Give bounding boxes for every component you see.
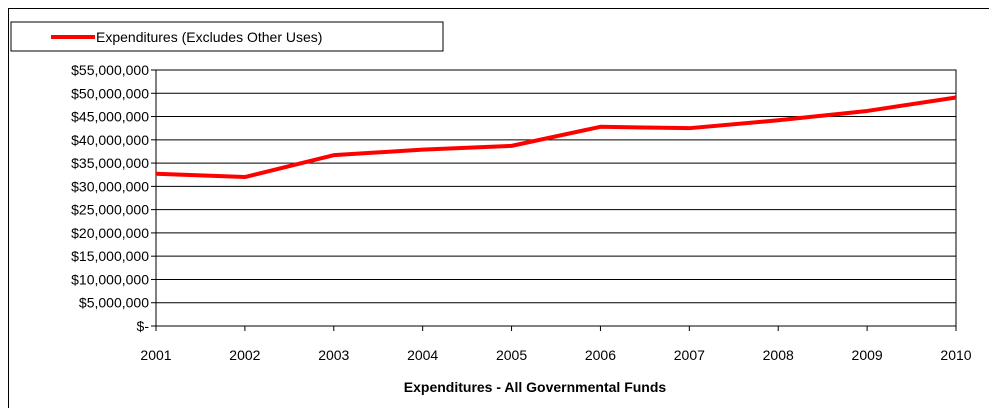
y-tick-label: $- [137, 318, 150, 334]
x-tick-label: 2002 [229, 347, 260, 363]
series-group [156, 97, 956, 177]
y-tick-label: $20,000,000 [71, 225, 149, 241]
y-tick-label: $25,000,000 [71, 202, 149, 218]
x-tick-label: 2005 [496, 347, 527, 363]
x-axis: 2001 2002 2003 2004 2005 2006 2007 2008 2009 2010 [140, 326, 971, 363]
x-tick-label: 2007 [674, 347, 705, 363]
x-axis-title: Expenditures - All Governmental Funds [404, 379, 667, 395]
y-tick-label: $50,000,000 [71, 85, 149, 101]
x-tick-label: 2009 [852, 347, 883, 363]
plot-area [156, 70, 956, 326]
y-tick-label: $55,000,000 [71, 62, 149, 78]
y-axis: $- $5,000,000 $10,000,000 $15,000,000 $20,00… [71, 62, 156, 334]
y-tick-label: $40,000,000 [71, 132, 149, 148]
x-tick-label: 2006 [585, 347, 616, 363]
y-tick-label: $35,000,000 [71, 155, 149, 171]
y-tick-label: $30,000,000 [71, 178, 149, 194]
y-tick-label: $45,000,000 [71, 109, 149, 125]
x-tick-label: 2003 [318, 347, 349, 363]
x-tick-label: 2010 [940, 347, 971, 363]
x-tick-label: 2004 [407, 347, 438, 363]
gridlines [156, 93, 956, 302]
y-tick-label: $5,000,000 [79, 295, 149, 311]
series-line [156, 97, 956, 177]
y-tick-label: $15,000,000 [71, 248, 149, 264]
y-tick-label: $10,000,000 [71, 271, 149, 287]
legend-label: Expenditures (Excludes Other Uses) [96, 29, 322, 45]
x-tick-label: 2001 [140, 347, 171, 363]
x-tick-label: 2008 [763, 347, 794, 363]
